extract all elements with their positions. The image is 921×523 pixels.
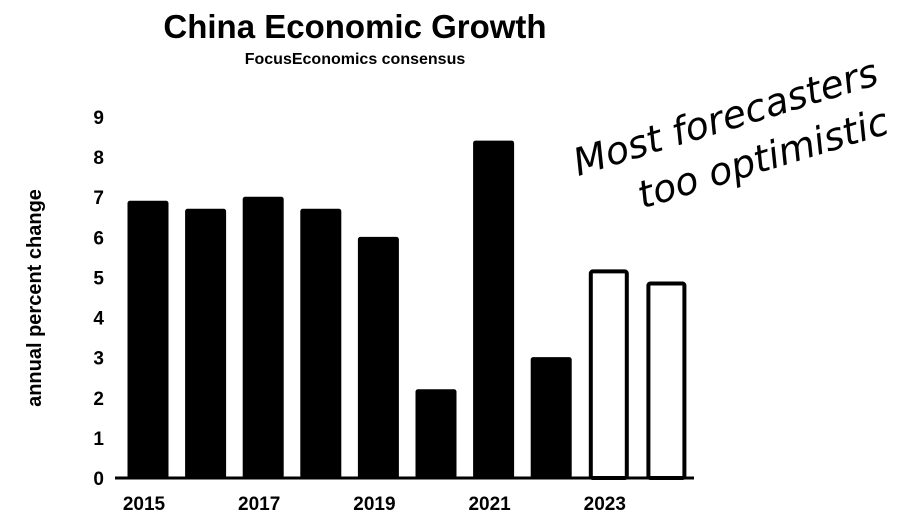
y-tick-label: 8 bbox=[93, 148, 104, 169]
y-tick-label: 2 bbox=[93, 389, 104, 410]
bar-2021 bbox=[473, 140, 515, 479]
bar-2019 bbox=[357, 236, 399, 479]
bar-2023 bbox=[588, 269, 629, 480]
bar-2020 bbox=[415, 389, 457, 479]
y-tick-label: 4 bbox=[93, 309, 104, 330]
y-tick-label: 1 bbox=[93, 429, 104, 450]
x-tick-label: 2021 bbox=[468, 494, 511, 515]
y-tick-label: 7 bbox=[93, 188, 104, 209]
x-tick-label: 2017 bbox=[238, 494, 280, 515]
y-tick-label: 6 bbox=[93, 228, 104, 249]
x-tick-label: 2023 bbox=[584, 494, 626, 515]
y-tick-label: 3 bbox=[93, 349, 104, 370]
bar-2015 bbox=[127, 200, 169, 479]
bars-group bbox=[127, 140, 687, 481]
bar-2016 bbox=[185, 208, 227, 479]
x-axis-ticks: 2015 2017 2019 2021 2023 bbox=[123, 494, 626, 515]
bar-2018 bbox=[300, 208, 342, 479]
x-tick-label: 2019 bbox=[353, 494, 395, 515]
bar-2024 bbox=[646, 281, 687, 481]
y-axis-ticks: 0 1 2 3 4 5 6 7 8 9 bbox=[93, 108, 104, 490]
y-tick-label: 0 bbox=[93, 469, 104, 490]
chart-title: China Economic Growth bbox=[163, 8, 546, 45]
y-axis-label: annual percent change bbox=[24, 189, 46, 407]
y-tick-label: 9 bbox=[93, 108, 104, 129]
x-tick-label: 2015 bbox=[123, 494, 166, 515]
y-tick-label: 5 bbox=[93, 268, 104, 289]
bar-2022 bbox=[530, 357, 572, 479]
chart-subtitle: FocusEconomics consensus bbox=[245, 51, 466, 68]
bar-2017 bbox=[242, 196, 284, 479]
handwritten-annotation: Most forecasters too optimistic bbox=[568, 50, 894, 217]
